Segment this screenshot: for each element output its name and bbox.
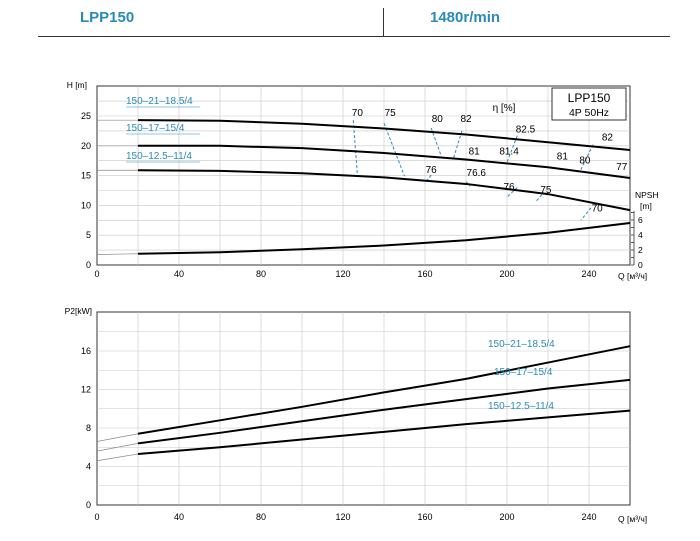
- efficiency-label: 82: [460, 114, 472, 125]
- power-curve-2: [137, 409, 631, 455]
- efficiency-label: 82.5: [516, 125, 536, 136]
- head-y-tick-label: 5: [86, 230, 91, 240]
- power-curve-label: 150–12.5–11/4: [488, 401, 554, 412]
- power-x-axis-label: Q [м³/ч]: [618, 514, 647, 524]
- head-y-tick-label: 15: [81, 171, 91, 181]
- power-x-tick-label: 200: [499, 512, 514, 522]
- efficiency-label: 70: [592, 203, 604, 214]
- npsh-tick-label: 0: [638, 260, 643, 270]
- efficiency-isoline: [535, 194, 543, 203]
- power-y-tick-label: 0: [86, 500, 91, 510]
- model-box-subtitle: 4P 50Hz: [569, 107, 609, 119]
- efficiency-label: 81.4: [499, 147, 519, 158]
- head-y-tick-label: 10: [81, 200, 91, 210]
- head-x-tick-label: 120: [335, 269, 350, 279]
- head-y-tick-label: 0: [86, 260, 91, 270]
- efficiency-label: 80: [432, 114, 444, 125]
- head-x-tick-label: 80: [256, 269, 266, 279]
- power-curve-extension: [96, 453, 139, 462]
- head-x-tick-label: 0: [94, 269, 99, 279]
- power-x-tick-label: 0: [94, 512, 99, 522]
- model-box: [551, 87, 627, 121]
- header-underline: [38, 36, 670, 37]
- npsh-curve-extension: [96, 253, 139, 255]
- efficiency-label: 81: [557, 152, 569, 163]
- efficiency-label: 81: [469, 147, 481, 158]
- power-x-tick-label: 80: [256, 512, 266, 522]
- speed-title: 1480r/min: [430, 9, 501, 26]
- power-curve-extension: [96, 433, 139, 442]
- npsh-tick-label: 2: [638, 245, 643, 255]
- efficiency-label: 82: [602, 132, 614, 143]
- head-y-tick-label: 25: [81, 111, 91, 121]
- power-y-tick-label: 8: [86, 423, 91, 433]
- head-y-tick-label: 20: [81, 141, 91, 151]
- power-x-tick-label: 160: [417, 512, 432, 522]
- efficiency-isoline: [424, 174, 432, 184]
- efficiency-isoline: [465, 181, 471, 187]
- head-x-tick-label: 240: [581, 269, 596, 279]
- head-curve-label: 150–21–18.5/4: [126, 96, 193, 107]
- efficiency-label: 80: [579, 156, 591, 167]
- power-x-tick-label: 240: [581, 512, 596, 522]
- head-x-tick-label: 40: [174, 269, 184, 279]
- head-x-tick-label: 200: [499, 269, 514, 279]
- efficiency-axis-label: η [%]: [493, 103, 516, 114]
- power-y-tick-label: 4: [86, 462, 91, 472]
- power-curve-label: 150–17–15/4: [494, 367, 553, 378]
- head-x-axis-label: Q [м³/ч]: [618, 271, 647, 281]
- model-title: LPP150: [80, 9, 135, 26]
- power-x-tick-label: 40: [174, 512, 184, 522]
- npsh-curve: [137, 222, 631, 255]
- power-curve-1: [137, 378, 631, 445]
- head-curve-2: [137, 169, 631, 212]
- power-curve-label: 150–21–18.5/4: [488, 339, 555, 350]
- header-separator: [383, 8, 384, 36]
- head-y-axis-label: H [m]: [67, 80, 87, 90]
- head-curve-0: [137, 119, 631, 151]
- power-curve-0: [137, 345, 631, 435]
- efficiency-label: 76.6: [467, 168, 487, 179]
- efficiency-isoline: [580, 207, 592, 221]
- efficiency-label: 75: [385, 108, 397, 119]
- npsh-tick-label: 4: [638, 230, 643, 240]
- npsh-tick-label: 6: [638, 215, 643, 225]
- head-curve-1: [138, 144, 631, 179]
- efficiency-label: 75: [540, 185, 552, 196]
- power-y-tick-label: 16: [81, 346, 91, 356]
- npsh-axis-unit: [m]: [640, 201, 652, 211]
- power-x-tick-label: 120: [335, 512, 350, 522]
- efficiency-label: 77: [616, 162, 628, 173]
- efficiency-label: 76: [426, 165, 438, 176]
- model-box-title: LPP150: [568, 91, 611, 105]
- power-curve-extension: [96, 443, 139, 452]
- efficiency-label: 70: [352, 108, 364, 119]
- efficiency-isoline: [352, 120, 358, 175]
- npsh-axis-label: NPSH: [635, 190, 659, 200]
- power-y-axis-label: P2[kW]: [65, 306, 92, 316]
- efficiency-isoline: [383, 122, 405, 177]
- efficiency-label: 76: [503, 182, 515, 193]
- head-curve-label: 150–12.5–11/4: [126, 151, 192, 162]
- head-x-tick-label: 160: [417, 269, 432, 279]
- power-y-tick-label: 12: [81, 385, 91, 395]
- head-curve-label: 150–17–15/4: [126, 123, 185, 134]
